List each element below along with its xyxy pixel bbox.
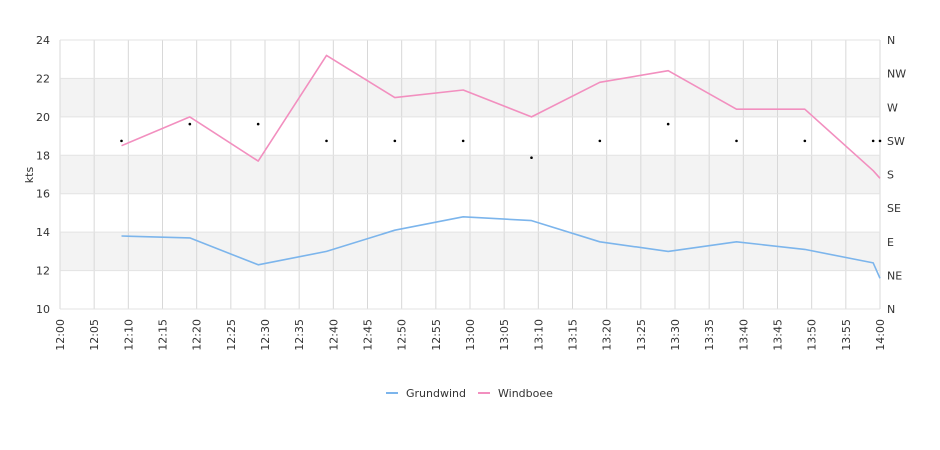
- direction-marker: [871, 139, 875, 143]
- legend-label-grundwind: Grundwind: [406, 387, 466, 400]
- direction-marker: [530, 156, 533, 159]
- y-tick-label: 20: [36, 111, 50, 124]
- x-tick-label: 12:40: [327, 319, 340, 351]
- direction-tick-label: SE: [887, 202, 901, 215]
- direction-tick-label: NE: [887, 269, 902, 282]
- x-tick-label: 13:30: [669, 319, 682, 351]
- x-tick-label: 14:00: [874, 319, 887, 351]
- x-tick-label: 13:00: [464, 319, 477, 351]
- x-tick-label: 13:45: [772, 319, 785, 351]
- y-tick-label: 24: [36, 34, 50, 47]
- direction-marker: [188, 122, 192, 126]
- direction-axis-tick-labels: N NE E SE S SW W NW N: [887, 34, 906, 316]
- x-tick-label: 13:25: [635, 319, 648, 351]
- direction-marker: [803, 139, 807, 143]
- y-tick-label: 12: [36, 265, 50, 278]
- x-tick-label: 13:35: [703, 319, 716, 351]
- y-tick-label: 22: [36, 72, 50, 85]
- x-tick-label: 12:00: [54, 319, 67, 351]
- direction-tick-label: S: [887, 169, 894, 182]
- x-tick-label: 12:30: [259, 319, 272, 351]
- direction-marker: [393, 139, 397, 143]
- direction-tick-label: E: [887, 236, 894, 249]
- x-tick-label: 12:50: [396, 319, 409, 351]
- direction-marker: [461, 139, 465, 143]
- horizontal-gridlines: [60, 39, 880, 310]
- direction-marker: [598, 139, 602, 143]
- direction-marker: [666, 122, 670, 126]
- direction-marker: [735, 139, 738, 143]
- direction-marker: [256, 122, 260, 126]
- direction-tick-label: W: [887, 101, 898, 114]
- direction-tick-label: NW: [887, 68, 906, 81]
- x-axis-tick-labels: 12:00 12:05 12:10 12:15 12:20 12:25 12:30 12:35…: [54, 319, 887, 351]
- legend-label-windboee: Windboee: [498, 387, 553, 400]
- direction-tick-label: N: [887, 34, 895, 47]
- legend[interactable]: Grundwind Windboee: [386, 387, 553, 400]
- y-tick-label: 16: [36, 188, 50, 201]
- y-tick-label: 10: [36, 303, 50, 316]
- x-tick-label: 12:20: [191, 319, 204, 351]
- x-tick-label: 12:45: [362, 319, 375, 351]
- direction-marker: [325, 139, 328, 143]
- series-line-windboee: [121, 54, 881, 179]
- series-lines: [121, 54, 881, 279]
- x-tick-label: 13:10: [532, 319, 545, 351]
- x-tick-label: 13:55: [840, 319, 853, 351]
- y-tick-label: 14: [36, 226, 50, 239]
- y-axis-tick-labels: 10 12 14 16 18 20 22 24: [36, 34, 50, 316]
- direction-markers: [120, 122, 882, 159]
- x-tick-label: 12:05: [88, 319, 101, 351]
- x-tick-label: 13:50: [806, 319, 819, 351]
- direction-tick-label: N: [887, 303, 895, 316]
- x-tick-label: 13:15: [567, 319, 580, 351]
- x-tick-label: 12:35: [293, 319, 306, 351]
- x-tick-label: 13:20: [601, 319, 614, 351]
- series-line-grundwind: [121, 216, 881, 279]
- vertical-gridlines: [59, 40, 881, 309]
- x-tick-label: 12:25: [225, 319, 238, 351]
- x-tick-label: 13:40: [737, 319, 750, 351]
- direction-marker: [878, 139, 882, 143]
- x-tick-label: 12:15: [157, 319, 170, 351]
- y-axis-label: kts: [23, 167, 36, 184]
- x-tick-label: 13:05: [498, 319, 511, 351]
- x-tick-label: 12:10: [122, 319, 135, 351]
- y-tick-label: 18: [36, 149, 50, 162]
- x-tick-label: 12:55: [430, 319, 443, 351]
- direction-marker: [120, 139, 123, 143]
- direction-tick-label: SW: [887, 135, 905, 148]
